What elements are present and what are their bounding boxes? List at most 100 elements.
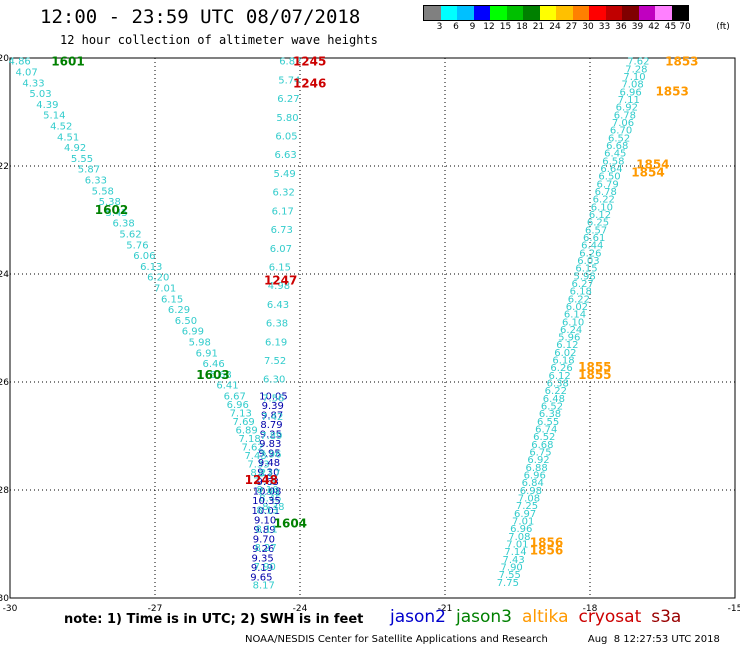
wave-height-value: 6.30 — [263, 375, 285, 386]
time-label: 1246 — [293, 76, 326, 90]
wave-height-value: 10.08 — [253, 487, 282, 498]
wave-height-value: 6.68 — [209, 370, 231, 381]
wave-height-value: 6.38 — [266, 319, 288, 330]
wave-height-value: 5.45 — [106, 208, 128, 219]
wave-height-value: 5.74 — [278, 75, 300, 86]
color-swatch — [638, 6, 655, 20]
satellite-legend: jason2 jason3 altika cryosat s3a — [390, 607, 691, 627]
wave-height-value: 9.48 — [258, 458, 280, 469]
color-scale-tick: 18 — [516, 22, 528, 32]
wave-height-value: 6.97 — [514, 509, 536, 520]
color-scale-tick: 9 — [469, 22, 476, 32]
wave-height-value: 6.45 — [604, 149, 626, 160]
color-scale-bar — [423, 5, 689, 21]
color-swatch — [622, 6, 639, 20]
wave-height-value: 6.13 — [140, 262, 162, 273]
plot-frame — [9, 57, 736, 599]
wave-height-value: 6.73 — [271, 225, 293, 236]
wave-height-value: 6.46 — [203, 359, 225, 370]
color-swatch — [589, 6, 606, 20]
wave-height-value: 9.19 — [251, 563, 273, 574]
wave-height-value: 6.82 — [279, 57, 301, 68]
wave-height-value: 7.08 — [508, 532, 530, 543]
wave-height-value: 7.90 — [501, 562, 523, 573]
wave-height-value: 6.26 — [579, 248, 601, 259]
wave-height-value: 6.68 — [531, 440, 553, 451]
wave-height-value: 7.18 — [238, 434, 260, 445]
wave-height-value: 7.56 — [262, 393, 284, 404]
wave-height-value: 6.50 — [175, 316, 197, 327]
color-scale-tick: 39 — [631, 22, 644, 32]
color-scale-tick: 36 — [615, 22, 627, 32]
wave-height-value: 6.92 — [527, 455, 549, 466]
credit-line: NOAA/NESDIS Center for Satellite Applica… — [245, 634, 720, 645]
time-label: 1248 — [245, 473, 278, 487]
color-swatch — [572, 6, 589, 20]
color-scale-tick: 24 — [549, 22, 561, 32]
wave-height-value: 6.20 — [147, 273, 169, 284]
wave-height-value: 7.62 — [241, 443, 263, 454]
wave-height-value: 6.52 — [541, 402, 563, 413]
wave-height-value: 4.92 — [64, 143, 86, 154]
time-label: 1855 — [578, 368, 611, 382]
wave-height-value: 6.44 — [581, 241, 603, 252]
color-scale-tick: 30 — [582, 22, 594, 32]
wave-height-value: 7.75 — [497, 578, 519, 589]
x-tick-label: -30 — [3, 604, 18, 614]
wave-height-value: 7.90 — [254, 562, 276, 573]
color-swatch — [506, 6, 523, 20]
wave-height-value: 6.33 — [85, 176, 107, 187]
wave-height-value: 6.12 — [549, 371, 571, 382]
wave-height-value: 6.41 — [216, 381, 238, 392]
wave-height-value: 5.55 — [71, 154, 93, 165]
wave-height-value: 8.27 — [255, 543, 277, 554]
wave-height-value: 7.43 — [244, 451, 266, 462]
wave-height-value: 7.01 — [154, 284, 176, 295]
wave-height-value: 9.26 — [252, 544, 274, 555]
wave-height-value: 8.45 — [259, 494, 281, 505]
color-scale-tick: 70 — [679, 22, 691, 32]
color-scale-tick: 45 — [664, 22, 677, 32]
time-label: 1603 — [196, 368, 229, 382]
time-label: 1856 — [530, 535, 563, 549]
wave-height-value: 6.79 — [596, 179, 618, 190]
wave-height-value: 4.98 — [268, 281, 290, 292]
wave-height-value: 6.07 — [270, 244, 292, 255]
wave-height-value: 7.42 — [261, 412, 283, 423]
wave-height-value: 7.33 — [247, 460, 269, 471]
legend-jason3: jason3 — [456, 607, 512, 627]
y-tick-label: -22 — [0, 162, 9, 172]
time-label: 1855 — [578, 360, 611, 374]
wave-height-value: 7.96 — [259, 450, 281, 461]
wave-height-value: 6.27 — [572, 279, 594, 290]
wave-height-value: 8.13 — [256, 506, 278, 517]
wave-height-value: 4.33 — [22, 78, 44, 89]
wave-height-value: 6.32 — [273, 188, 295, 199]
wave-height-value: 5.76 — [126, 240, 148, 251]
wave-height-value: 6.98 — [520, 486, 542, 497]
wave-height-value: 6.22 — [593, 195, 615, 206]
wave-height-value: 7.52 — [264, 356, 286, 367]
color-scale-tick: 42 — [648, 22, 660, 32]
color-swatch — [655, 6, 672, 20]
color-swatch — [457, 6, 474, 20]
wave-height-value: 5.14 — [43, 111, 65, 122]
wave-height-value: 6.89 — [236, 426, 258, 437]
wave-height-value: 6.12 — [556, 340, 578, 351]
wave-height-value: 6.12 — [589, 210, 611, 221]
wave-height-value: 6.74 — [535, 425, 557, 436]
wave-height-value: 6.75 — [529, 448, 551, 459]
wave-height-value: 9.87 — [261, 411, 283, 422]
time-label: 1853 — [665, 55, 698, 69]
wave-height-value: 7.14 — [504, 547, 526, 558]
wave-height-value: 6.57 — [585, 225, 607, 236]
wave-height-value: 7.25 — [516, 501, 538, 512]
wave-height-value: 6.10 — [562, 317, 584, 328]
color-swatch — [671, 6, 688, 20]
color-scale-tick: 15 — [499, 22, 512, 32]
wave-height-value: 6.22 — [568, 294, 590, 305]
wave-height-value: 4.39 — [36, 100, 58, 111]
wave-height-value: 5.87 — [78, 165, 100, 176]
wave-height-value: 9.89 — [253, 525, 275, 536]
